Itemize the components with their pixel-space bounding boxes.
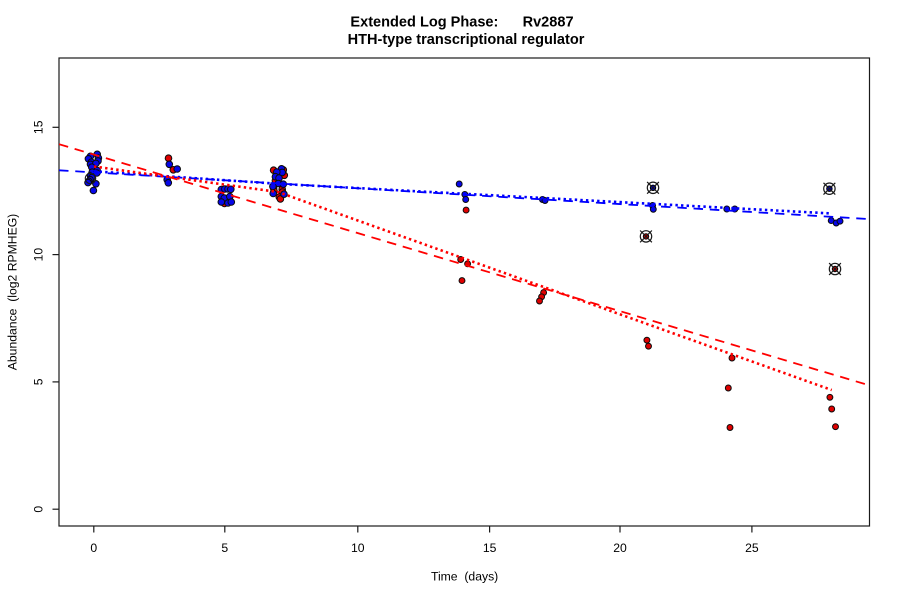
svg-text:10: 10 <box>32 248 46 262</box>
svg-text:Time (days): Time (days) <box>431 569 498 583</box>
svg-text:5: 5 <box>32 378 46 385</box>
svg-text:0: 0 <box>90 541 97 555</box>
svg-text:Abundance (log2 RPMHEG): Abundance (log2 RPMHEG) <box>6 214 20 370</box>
svg-text:10: 10 <box>351 541 365 555</box>
svg-text:0: 0 <box>32 506 46 513</box>
svg-text:20: 20 <box>613 541 627 555</box>
svg-text:25: 25 <box>745 541 759 555</box>
svg-text:Extended Log Phase: Rv288: Extended Log Phase: Rv2887 <box>350 14 573 30</box>
svg-text:5: 5 <box>221 541 228 555</box>
svg-text:HTH-type transcriptional regul: HTH-type transcriptional regulator <box>348 32 585 48</box>
svg-text:15: 15 <box>32 120 46 134</box>
svg-text:15: 15 <box>483 541 497 555</box>
